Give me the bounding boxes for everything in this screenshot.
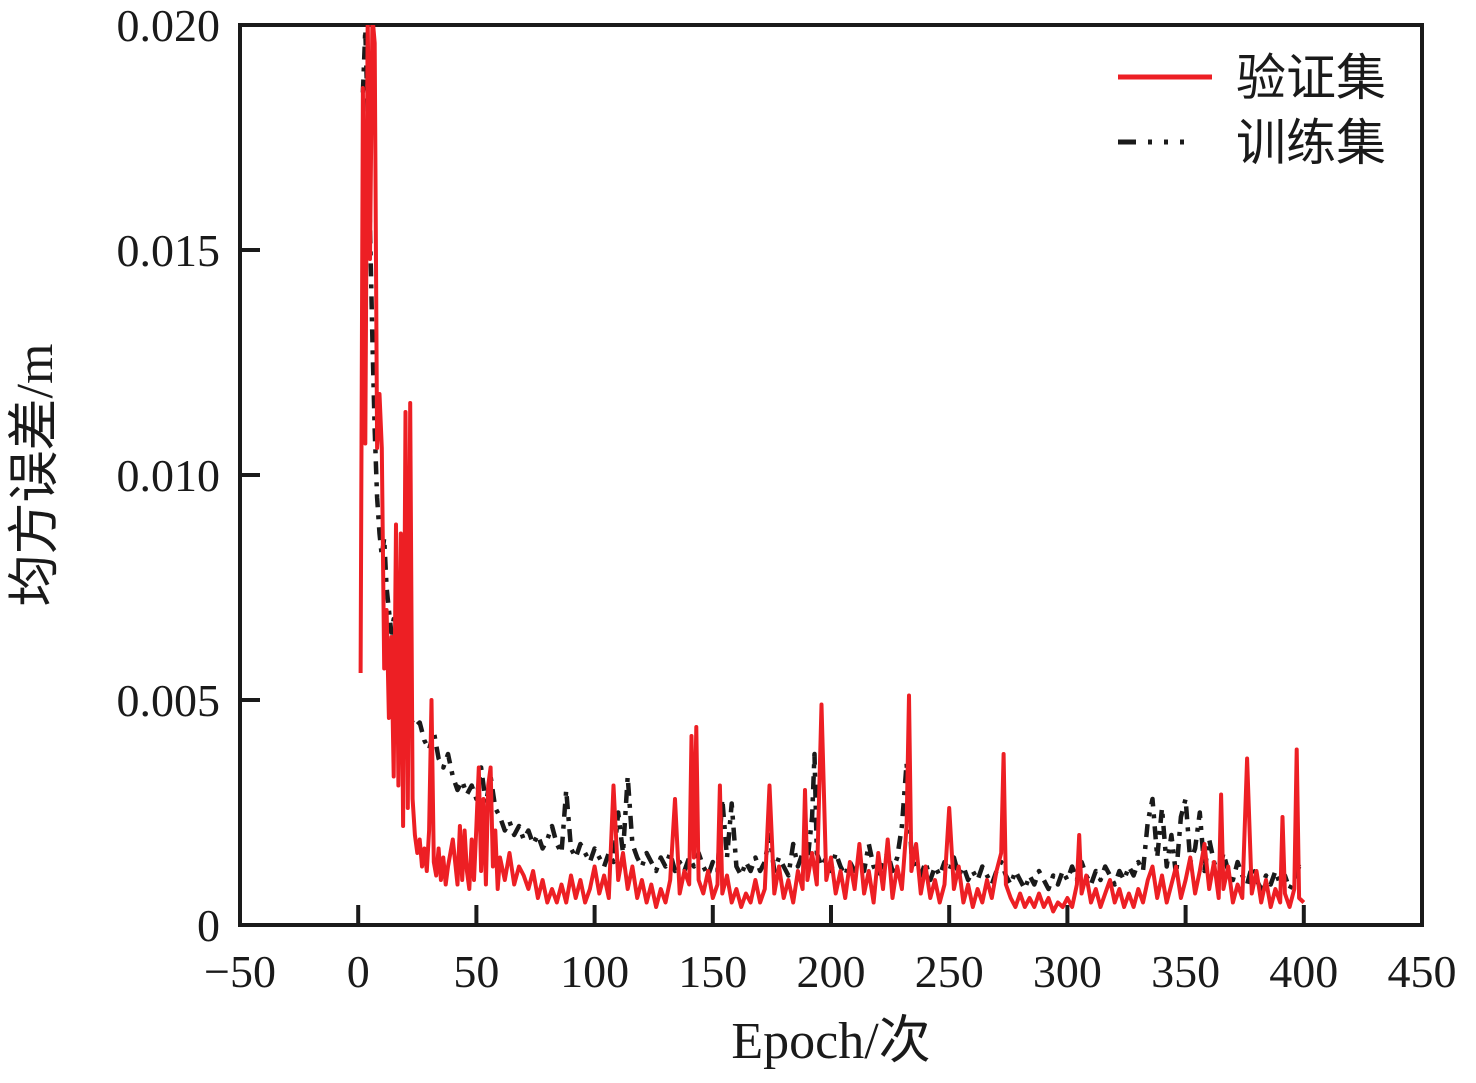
legend-label-validation: 验证集	[1236, 50, 1386, 106]
x-tick-label: 150	[678, 946, 747, 997]
x-tick-label: 250	[915, 946, 984, 997]
x-tick-label: 200	[797, 946, 866, 997]
validation-curve	[358, 25, 1306, 914]
x-tick-label: 300	[1033, 946, 1102, 997]
x-tick-label: −50	[204, 946, 276, 997]
legend: 验证集 训练集	[1118, 50, 1386, 171]
x-tick-label: 50	[453, 946, 499, 997]
x-tick-label: 0	[347, 946, 370, 997]
x-axis-label: Epoch/次	[731, 1013, 930, 1070]
x-axis-ticks: −50 0 50 100 150 200 250 300 350 400 450	[204, 905, 1457, 997]
y-axis-label: 均方误差/m	[7, 344, 64, 607]
y-tick-label: 0	[197, 900, 220, 951]
y-tick-label: 0.015	[117, 225, 221, 276]
x-tick-label: 450	[1388, 946, 1457, 997]
y-tick-label: 0.005	[117, 675, 221, 726]
plot-area	[358, 25, 1306, 914]
y-tick-label: 0.010	[117, 450, 221, 501]
x-tick-label: 400	[1269, 946, 1338, 997]
x-tick-label: 100	[560, 946, 629, 997]
legend-label-training: 训练集	[1236, 115, 1386, 171]
training-curve	[360, 27, 1306, 892]
x-tick-label: 350	[1151, 946, 1220, 997]
y-axis-ticks: 0 0.005 0.010 0.015 0.020	[117, 0, 260, 951]
y-tick-label: 0.020	[117, 0, 221, 51]
